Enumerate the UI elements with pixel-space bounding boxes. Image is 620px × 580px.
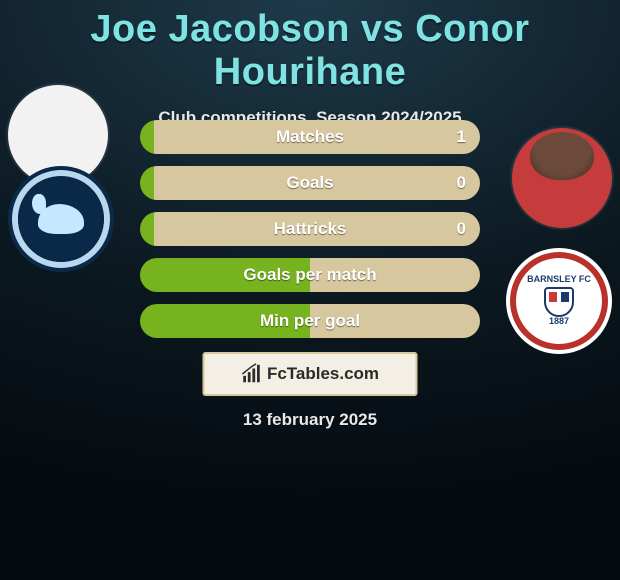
stat-bar xyxy=(140,304,480,338)
club-badge-right: BARNSLEY FC 1887 xyxy=(516,258,602,344)
stat-bar-right xyxy=(154,212,480,246)
watermark-text: FcTables.com xyxy=(267,364,379,384)
stat-bar xyxy=(140,258,480,292)
player-left-avatar xyxy=(8,85,108,185)
watermark: FcTables.com xyxy=(203,352,418,396)
stat-bar xyxy=(140,166,480,200)
stats-container: Matches1 Goals0 Hattricks0 Goals per match M… xyxy=(140,120,480,350)
date-text: 13 february 2025 xyxy=(0,410,620,430)
card: Joe Jacobson vs Conor Hourihane Club com… xyxy=(0,0,620,128)
shield-icon xyxy=(544,287,574,317)
badge-right-inner: BARNSLEY FC 1887 xyxy=(527,275,591,327)
comparison-title: Joe Jacobson vs Conor Hourihane xyxy=(0,0,620,94)
stat-bar-left xyxy=(140,166,154,200)
swan-icon xyxy=(38,204,84,234)
stat-bar-left xyxy=(140,212,154,246)
stat-bar-left xyxy=(140,304,310,338)
stat-bar-left xyxy=(140,258,310,292)
stat-value-right: 0 xyxy=(457,212,466,246)
player-right-avatar xyxy=(512,128,612,228)
stat-bar-right xyxy=(154,166,480,200)
stat-row: Hattricks0 xyxy=(140,212,480,246)
stat-bar xyxy=(140,120,480,154)
stat-value-right: 0 xyxy=(457,166,466,200)
stat-value-right: 1 xyxy=(457,120,466,154)
club-badge-left xyxy=(18,176,104,262)
stat-row: Goals0 xyxy=(140,166,480,200)
stat-bar-right xyxy=(154,120,480,154)
stat-bar-right xyxy=(310,304,480,338)
stat-bar xyxy=(140,212,480,246)
stat-row: Min per goal xyxy=(140,304,480,338)
stat-row: Goals per match xyxy=(140,258,480,292)
stat-bar-right xyxy=(310,258,480,292)
chart-icon xyxy=(241,363,263,385)
stat-row: Matches1 xyxy=(140,120,480,154)
stat-bar-left xyxy=(140,120,154,154)
